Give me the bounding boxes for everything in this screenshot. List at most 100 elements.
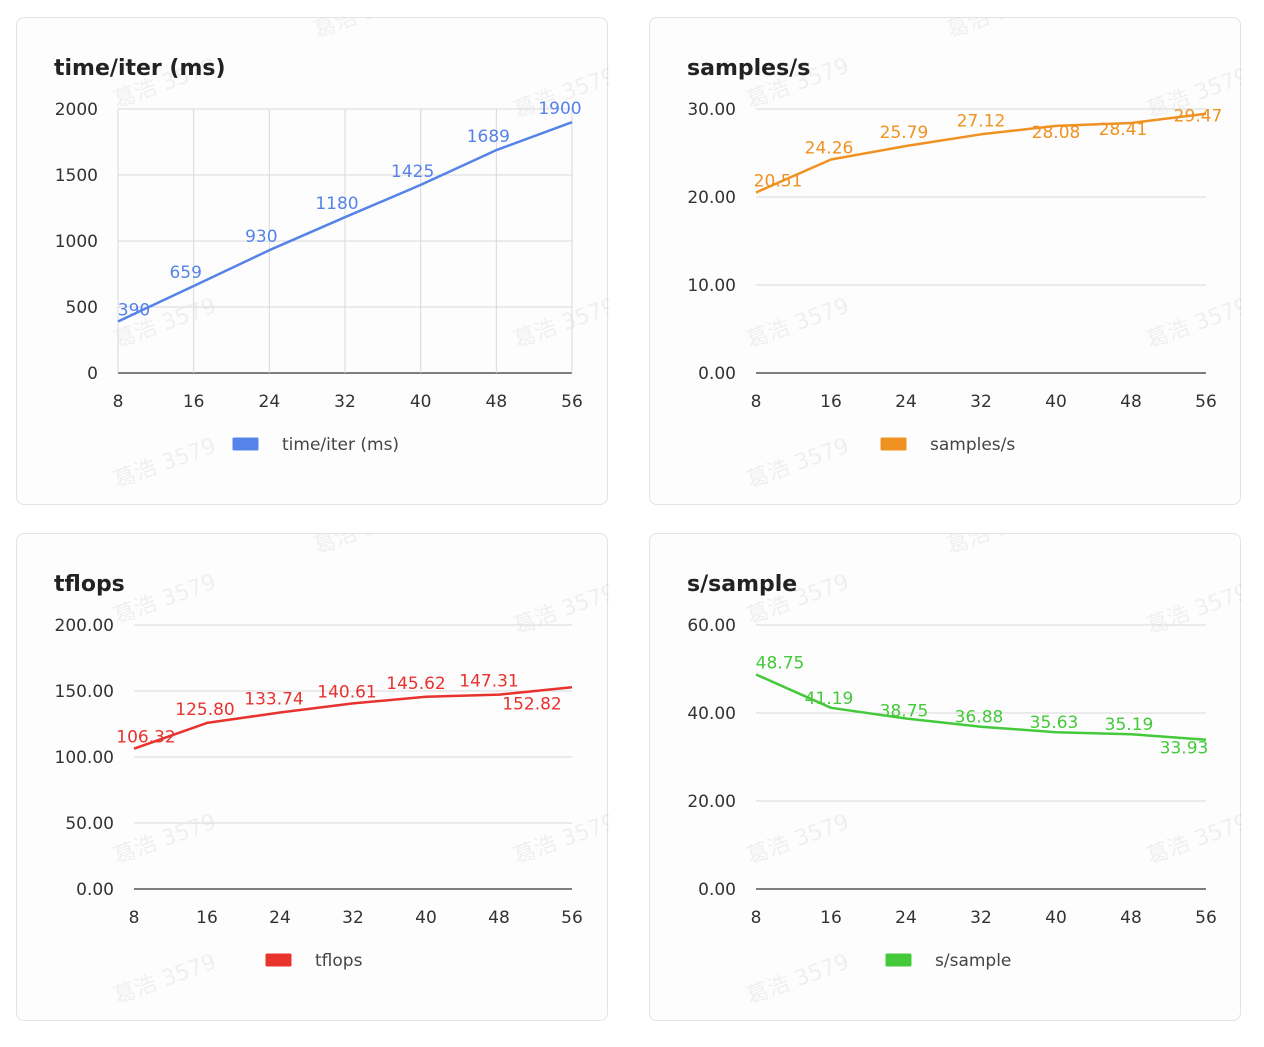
- legend-swatch: [884, 952, 913, 968]
- y-tick-label: 0.00: [698, 880, 736, 900]
- x-tick-label: 8: [751, 908, 762, 928]
- data-label: 27.12: [957, 111, 1006, 131]
- data-label: 147.31: [459, 672, 518, 692]
- chart-title: samples/s: [687, 56, 810, 81]
- x-tick-label: 24: [259, 392, 281, 412]
- x-tick-label: 24: [895, 908, 917, 928]
- series-line: [133, 686, 573, 750]
- y-tick-label: 50.00: [65, 814, 114, 834]
- data-label: 35.63: [1030, 713, 1079, 733]
- data-label: 390: [118, 301, 150, 321]
- data-label: 125.80: [175, 700, 234, 720]
- y-tick-label: 40.00: [687, 704, 736, 724]
- data-label: 38.75: [880, 702, 929, 722]
- watermark-text: 葛浩 3579: [944, 534, 1053, 560]
- watermark-text: 葛浩 3579: [744, 950, 853, 1010]
- y-tick-label: 60.00: [687, 616, 736, 636]
- x-tick-label: 16: [183, 392, 205, 412]
- x-tick-label: 48: [1120, 908, 1142, 928]
- data-label: 28.08: [1032, 123, 1081, 143]
- data-label: 36.88: [955, 708, 1004, 728]
- watermark-text: 葛浩 3579: [111, 570, 220, 630]
- data-label: 41.19: [805, 689, 854, 709]
- legend-label: s/sample: [935, 951, 1011, 971]
- y-tick-label: 200.00: [55, 616, 114, 636]
- y-tick-label: 0.00: [698, 364, 736, 384]
- data-label: 1689: [467, 127, 510, 147]
- legend-label: tflops: [315, 951, 363, 971]
- x-tick-label: 48: [1120, 392, 1142, 412]
- watermark-text: 葛浩 3579: [111, 810, 220, 870]
- watermark-text: 葛浩 3579: [511, 810, 609, 870]
- data-label: 106.32: [116, 728, 175, 748]
- watermark-text: 葛浩 3579: [511, 294, 609, 354]
- watermark-text: 葛浩 3579: [744, 434, 853, 494]
- data-label: 145.62: [386, 674, 445, 694]
- legend-label: samples/s: [930, 435, 1015, 455]
- x-tick-label: 8: [751, 392, 762, 412]
- data-label: 140.61: [317, 682, 376, 702]
- watermark-text: 葛浩 3579: [1144, 810, 1242, 870]
- x-tick-label: 32: [334, 392, 356, 412]
- y-tick-label: 1500: [55, 166, 98, 186]
- watermark-text: 葛浩 3579: [744, 294, 853, 354]
- chart-title: tflops: [54, 572, 125, 597]
- watermark-text: 葛浩 3579: [111, 950, 220, 1010]
- y-tick-label: 0: [87, 364, 98, 384]
- x-tick-label: 8: [129, 908, 140, 928]
- data-label: 28.41: [1099, 120, 1148, 140]
- x-tick-label: 48: [486, 392, 508, 412]
- legend-swatch: [264, 952, 293, 968]
- x-tick-label: 24: [895, 392, 917, 412]
- y-tick-label: 2000: [55, 100, 98, 120]
- data-label: 29.47: [1174, 107, 1223, 127]
- data-label: 1900: [538, 99, 581, 119]
- watermark-text: 葛浩 3579: [1144, 580, 1242, 640]
- x-tick-label: 16: [820, 908, 842, 928]
- data-label: 20.51: [754, 172, 803, 192]
- data-label: 48.75: [756, 654, 805, 674]
- y-tick-label: 500: [66, 298, 98, 318]
- y-tick-label: 1000: [55, 232, 98, 252]
- x-tick-label: 40: [415, 908, 437, 928]
- x-tick-label: 16: [196, 908, 218, 928]
- x-tick-label: 40: [1045, 392, 1067, 412]
- data-label: 659: [169, 263, 201, 283]
- chart-card-tflops: 葛浩 3579 葛浩 3579 葛浩 3579 葛浩 3579 葛浩 3579 葛浩 35…: [16, 533, 609, 1021]
- data-label: 152.82: [502, 694, 561, 714]
- x-tick-label: 56: [561, 392, 583, 412]
- data-label: 24.26: [805, 139, 854, 159]
- watermark-text: 葛浩 3579: [311, 534, 420, 560]
- watermark-text: 葛浩 3579: [944, 18, 1053, 44]
- y-tick-label: 10.00: [687, 276, 736, 296]
- chart-title: time/iter (ms): [54, 56, 226, 81]
- data-label: 1425: [391, 162, 434, 182]
- x-tick-label: 16: [820, 392, 842, 412]
- x-tick-label: 56: [561, 908, 583, 928]
- chart-title: s/sample: [687, 572, 797, 597]
- series-line: [755, 112, 1207, 194]
- y-tick-label: 0.00: [76, 880, 114, 900]
- watermark-text: 葛浩 3579: [744, 810, 853, 870]
- legend-swatch: [231, 436, 260, 452]
- x-tick-label: 32: [342, 908, 364, 928]
- watermark-text: 葛浩 3579: [111, 434, 220, 494]
- legend-swatch: [879, 436, 908, 452]
- series-line: [117, 121, 573, 323]
- data-label: 35.19: [1105, 715, 1154, 735]
- x-tick-label: 56: [1195, 392, 1217, 412]
- x-tick-label: 56: [1195, 908, 1217, 928]
- series-line: [755, 673, 1207, 741]
- data-label: 133.74: [244, 689, 303, 709]
- x-tick-label: 32: [970, 392, 992, 412]
- x-tick-label: 8: [113, 392, 124, 412]
- y-tick-label: 20.00: [687, 792, 736, 812]
- x-tick-label: 40: [410, 392, 432, 412]
- x-tick-label: 48: [488, 908, 510, 928]
